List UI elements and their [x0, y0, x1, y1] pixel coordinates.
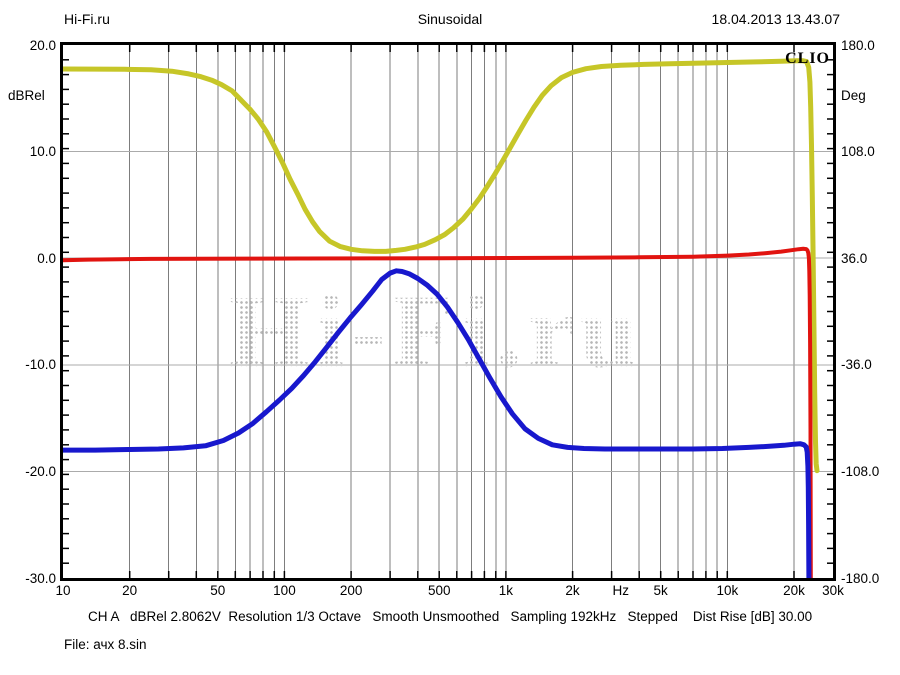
y-left-tick-label: -10.0: [25, 357, 56, 373]
x-tick-label: 50: [210, 583, 226, 598]
x-tick-label: 30k: [822, 583, 844, 598]
curve-response-blue-dB: [63, 268, 812, 578]
x-tick-label: 10k: [716, 583, 739, 598]
x-tick-label: 20k: [783, 583, 805, 598]
y-axis-left-label: dBRel: [8, 88, 45, 103]
y-left-tick-label: 0.0: [37, 250, 56, 266]
y-right-tick-label: -36.0: [841, 357, 872, 373]
site-label: Hi-Fi.ru: [64, 11, 110, 27]
file-name-line: File: ачх 8.sin: [64, 637, 147, 652]
x-tick-label: 20: [122, 583, 138, 598]
clio-brand-label: CLIO: [785, 50, 830, 67]
x-tick-label: 200: [339, 583, 363, 598]
y-left-tick-label: 20.0: [29, 37, 56, 53]
x-tick-label: 10: [55, 583, 71, 598]
measurement-status-line: CH A dBRel 2.8062V Resolution 1/3 Octave…: [88, 609, 813, 624]
y-right-tick-label: -108.0: [841, 463, 880, 479]
x-tick-label: 5k: [653, 583, 668, 598]
x-tick-label: 500: [427, 583, 451, 598]
curve-response-red-dB: [63, 246, 813, 578]
curve-phase-deg: [63, 58, 820, 474]
y-axis-right-label: Deg: [841, 88, 866, 103]
measurement-type-title: Sinusoidal: [417, 11, 483, 27]
y-left-tick-label: 10.0: [29, 144, 56, 160]
x-tick-label: 1k: [498, 583, 514, 598]
y-left-tick-label: -30.0: [25, 570, 56, 586]
timestamp: 18.04.2013 13.43.07: [711, 11, 840, 27]
x-tick-label: 2k: [565, 583, 580, 598]
y-right-tick-label: -180.0: [841, 570, 880, 586]
y-right-tick-label: 108.0: [841, 144, 875, 160]
watermark-text: Hi-Fi.ru: [229, 274, 644, 389]
y-left-tick-label: -20.0: [25, 463, 56, 479]
y-right-tick-label: 36.0: [841, 250, 868, 266]
y-right-tick-label: 180.0: [841, 37, 875, 53]
x-axis-unit-label: Hz: [612, 583, 629, 598]
x-tick-label: 100: [273, 583, 296, 598]
plot-frame: [60, 42, 836, 581]
